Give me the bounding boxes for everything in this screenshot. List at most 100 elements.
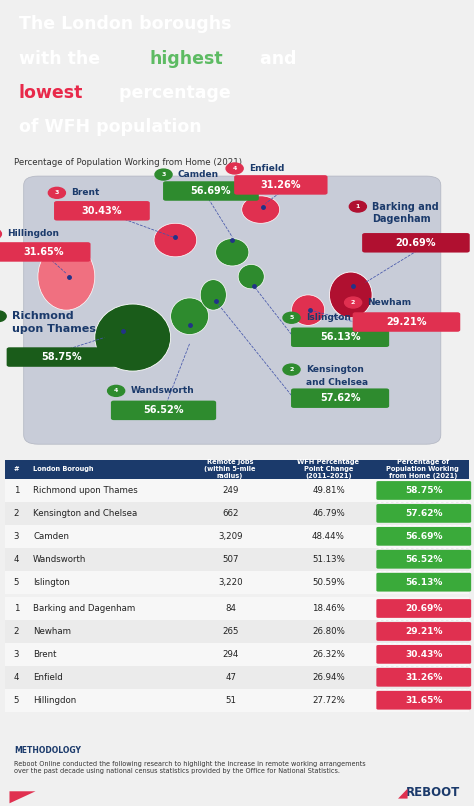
FancyBboxPatch shape	[376, 573, 471, 592]
Ellipse shape	[200, 280, 227, 310]
Text: 1: 1	[14, 486, 19, 495]
Ellipse shape	[38, 243, 95, 310]
Ellipse shape	[292, 295, 325, 326]
Text: 31.26%: 31.26%	[405, 673, 442, 682]
Text: Barking and Dagenham: Barking and Dagenham	[33, 604, 136, 613]
Text: 56.13%: 56.13%	[320, 332, 360, 343]
FancyBboxPatch shape	[376, 622, 471, 641]
Text: 3: 3	[161, 172, 166, 177]
Circle shape	[0, 311, 6, 322]
FancyBboxPatch shape	[291, 388, 389, 408]
Text: Islington: Islington	[306, 314, 351, 322]
Text: 84: 84	[225, 604, 237, 613]
Text: Richmond upon Thames: Richmond upon Thames	[33, 486, 138, 495]
Text: Hillingdon: Hillingdon	[7, 230, 59, 239]
Text: 662: 662	[223, 509, 239, 518]
Text: 56.52%: 56.52%	[143, 405, 184, 415]
FancyBboxPatch shape	[5, 571, 469, 594]
Circle shape	[155, 169, 172, 180]
Text: 46.79%: 46.79%	[312, 509, 345, 518]
Text: 47: 47	[225, 673, 237, 682]
Text: 4: 4	[232, 166, 237, 171]
Text: 26.32%: 26.32%	[312, 650, 345, 659]
Text: Reboot Online conducted the following research to highlight the increase in remo: Reboot Online conducted the following re…	[14, 761, 366, 775]
Text: 3,220: 3,220	[219, 578, 243, 587]
Text: Remote Jobs
(within 5-mile
radius): Remote Jobs (within 5-mile radius)	[204, 459, 255, 480]
Text: lowest: lowest	[19, 84, 83, 102]
FancyBboxPatch shape	[5, 666, 469, 689]
Text: Brent: Brent	[71, 189, 100, 197]
Ellipse shape	[216, 239, 249, 266]
FancyBboxPatch shape	[5, 643, 469, 666]
Text: 507: 507	[223, 555, 239, 563]
FancyBboxPatch shape	[5, 502, 469, 525]
Text: Newham: Newham	[33, 627, 71, 636]
Text: METHODOLOGY: METHODOLOGY	[14, 746, 81, 754]
Circle shape	[0, 228, 1, 239]
Text: upon Thames: upon Thames	[12, 324, 96, 334]
Text: ◢: ◢	[398, 786, 408, 799]
FancyBboxPatch shape	[5, 479, 469, 502]
Text: 2: 2	[14, 509, 19, 518]
Text: Barking and: Barking and	[372, 202, 439, 211]
Text: Percentage of Population Working from Home (2021): Percentage of Population Working from Ho…	[14, 158, 242, 167]
FancyBboxPatch shape	[7, 347, 117, 367]
Text: 3: 3	[55, 190, 59, 195]
Text: 30.43%: 30.43%	[82, 206, 122, 216]
FancyBboxPatch shape	[376, 527, 471, 546]
FancyBboxPatch shape	[24, 176, 441, 444]
Text: Islington: Islington	[33, 578, 70, 587]
FancyBboxPatch shape	[5, 597, 469, 620]
Text: WFH Percentage
Point Change
(2011–2021): WFH Percentage Point Change (2011–2021)	[298, 459, 359, 480]
Text: 51: 51	[225, 696, 237, 704]
FancyBboxPatch shape	[376, 550, 471, 569]
Text: 56.69%: 56.69%	[191, 186, 231, 196]
Text: 249: 249	[223, 486, 239, 495]
Text: Richmond: Richmond	[12, 311, 73, 322]
Text: Wandsworth: Wandsworth	[33, 555, 87, 563]
Text: 58.75%: 58.75%	[405, 486, 443, 495]
Ellipse shape	[242, 196, 280, 223]
FancyBboxPatch shape	[291, 327, 389, 347]
Text: 49.81%: 49.81%	[312, 486, 345, 495]
Text: with the: with the	[19, 49, 106, 68]
Text: 26.94%: 26.94%	[312, 673, 345, 682]
Polygon shape	[9, 791, 36, 804]
Ellipse shape	[95, 304, 171, 371]
Circle shape	[226, 163, 243, 174]
FancyBboxPatch shape	[5, 460, 469, 479]
Text: The London boroughs: The London boroughs	[19, 15, 231, 34]
Text: Newham: Newham	[367, 298, 411, 307]
Text: 30.43%: 30.43%	[405, 650, 442, 659]
Text: Dagenham: Dagenham	[372, 214, 431, 224]
FancyBboxPatch shape	[163, 181, 259, 201]
Text: 18.46%: 18.46%	[312, 604, 345, 613]
Text: and: and	[254, 49, 296, 68]
FancyBboxPatch shape	[111, 401, 216, 420]
Text: 20.69%: 20.69%	[405, 604, 442, 613]
Text: 57.62%: 57.62%	[320, 393, 360, 403]
Text: 56.13%: 56.13%	[405, 578, 442, 587]
Text: 51.13%: 51.13%	[312, 555, 345, 563]
FancyBboxPatch shape	[353, 312, 460, 332]
Ellipse shape	[171, 298, 209, 334]
Text: 5: 5	[289, 315, 294, 320]
Text: 2: 2	[14, 627, 19, 636]
Text: highest: highest	[149, 49, 223, 68]
Text: 2: 2	[289, 367, 294, 372]
Text: of WFH population: of WFH population	[19, 118, 201, 135]
Text: Enfield: Enfield	[249, 164, 284, 173]
Circle shape	[108, 385, 125, 397]
Text: 29.21%: 29.21%	[405, 627, 443, 636]
FancyBboxPatch shape	[54, 201, 150, 221]
FancyBboxPatch shape	[5, 689, 469, 712]
FancyBboxPatch shape	[5, 525, 469, 548]
Text: Kensington and Chelsea: Kensington and Chelsea	[33, 509, 137, 518]
Text: Kensington: Kensington	[306, 365, 364, 374]
Text: 4: 4	[14, 555, 19, 563]
Text: 48.44%: 48.44%	[312, 532, 345, 541]
Text: 265: 265	[223, 627, 239, 636]
Circle shape	[283, 312, 300, 323]
FancyBboxPatch shape	[362, 233, 470, 252]
FancyBboxPatch shape	[376, 645, 471, 663]
